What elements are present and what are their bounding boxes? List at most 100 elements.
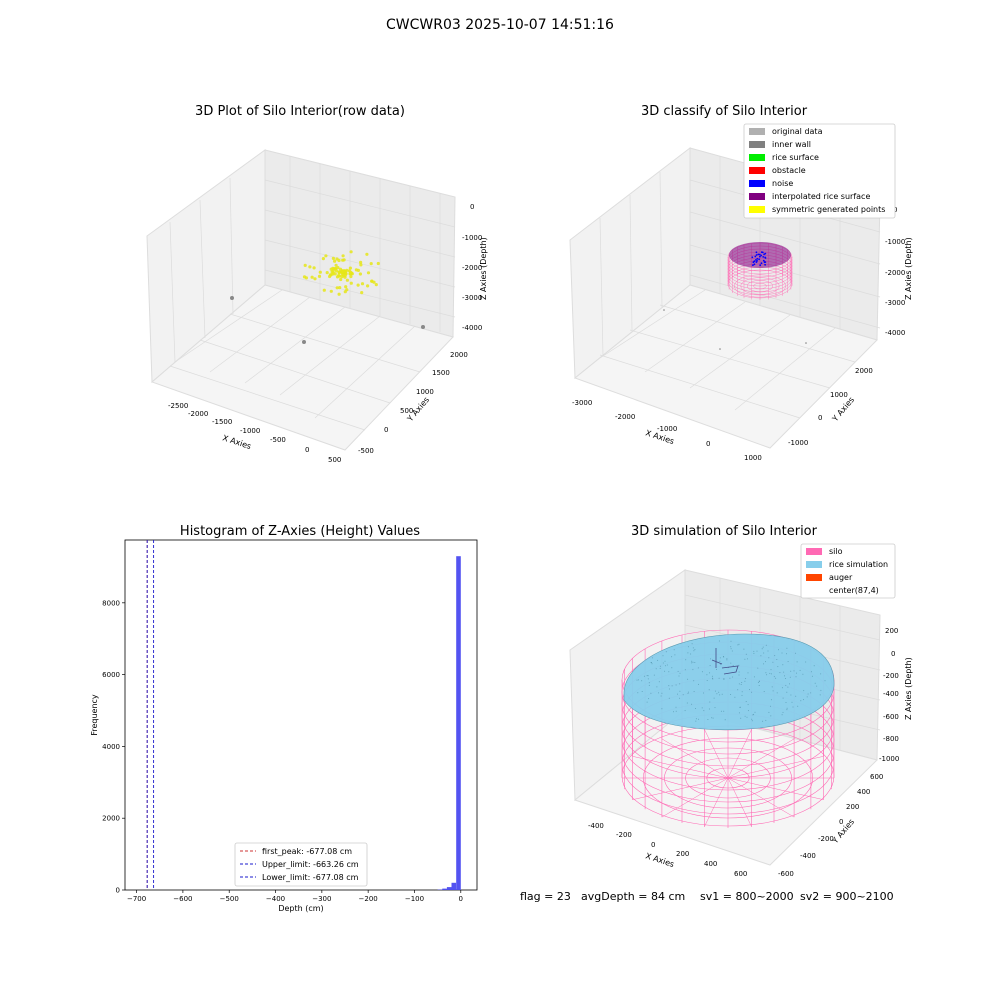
plot4-rice-point [774,655,776,657]
plot1-ytick: 1500 [432,369,450,377]
plot2-x-ticks: -3000 -2000 -1000 0 1000 [572,399,762,462]
plot4-rice-point [711,675,713,677]
plot4-rice-point [803,690,805,692]
plot4-rice-point [708,689,710,691]
plot3-axes: −700 −600 −500 −400 −300 −200 −100 0 0 2000 4000 6… [90,539,478,913]
plot2-noise-point [764,257,767,259]
plot4-rice-point [684,710,686,712]
plot4-silo-floor-spoke [727,738,795,779]
plot4-rice-point [693,691,695,692]
plot4-rice-point [661,708,663,710]
plot4-rice-point [710,658,712,660]
plot3-ylabel: Frequency [90,694,99,736]
plot4-legend-swatch [806,574,822,581]
plot4-rice-surface [623,633,835,730]
plot3-ytick: 6000 [102,671,120,679]
plot4-rice-point [751,718,753,720]
plot4-rice-point [744,658,746,660]
plot4-rice-point [731,650,733,652]
plot4-rice-point [763,652,765,654]
plot4-rice-point [691,703,693,705]
plot4-rice-point [723,679,725,680]
plot4-rice-point [796,672,797,674]
plot4-rice-point [785,678,786,679]
plot4-rice-point [816,685,818,687]
plot4-rice-point [744,680,746,682]
plot2-noise-point [760,254,763,257]
plot4-rice-point [760,655,762,657]
plot4-xtick: 400 [704,860,717,868]
plot4-rice-point [770,673,772,675]
plot4-silo-floor-spoke [632,756,729,779]
plot4-rice-point [743,648,745,650]
plot4-rice-point [712,678,714,680]
plot4-x-ticks: -400 -200 0 200 400 600 [588,822,747,878]
plot1-floor-pane [151,284,454,451]
plot1-outlier-point [302,340,306,344]
plot1-z-ticks: 0 -1000 -2000 -3000 -4000 [462,203,482,332]
plot4-rice-point [647,678,649,680]
plot2-ytick: 0 [818,414,822,422]
plot4-rice-point [677,670,679,672]
plot2-ztick: -1000 [885,238,905,246]
plot3-legend-label: Upper_limit: -663.26 cm [262,860,359,869]
plot4-rice-point [772,690,774,692]
plot4-rice-point [647,675,649,677]
plot4-rice-point [800,700,802,702]
plot4-rice-point [778,649,779,651]
plot1-point [337,258,341,263]
plot1-ztick: -3000 [462,294,482,302]
plot4-rice-point [786,691,788,693]
plot4-rice-point [675,684,677,686]
plot2-xtick: 1000 [744,454,762,462]
plot4-rice-point [671,656,673,658]
plot4-rice-point [657,659,659,661]
plot1-xlabel: X Axies [221,433,252,451]
plot2-legend-label: obstacle [772,166,806,175]
plot4-rice-point [724,719,726,721]
plot2-legend-swatch [749,193,765,200]
plot4-rice-point [730,662,732,664]
plot4-rice-point [782,697,784,699]
plot4-rice-point [766,674,768,676]
plot4-rice-point [673,711,674,713]
plot4-rice-point [775,677,777,679]
plot3-legend: first_peak: -677.08 cm Upper_limit: -663.… [234,842,368,887]
plot1-point [329,289,333,293]
plot1-point [308,265,312,269]
plot4-rice-point [716,693,718,695]
plot4-rice-point [718,640,720,642]
plot4-rice-point [770,705,771,707]
plot4-ztick: -200 [883,672,899,680]
plot4-rice-point [746,716,748,718]
plot4-rice-point [721,693,723,695]
plot4-rice-point [779,672,781,674]
plot4-rice-point [666,664,668,666]
plot4-rice-point [679,672,681,674]
plot4-rice-point [709,672,711,674]
plot2-noise-point [754,255,757,258]
plot4-rice-point [763,663,765,665]
plot4-rice-point [698,683,699,685]
plot4-rice-point [819,694,821,696]
plot4-rice-point [687,646,689,648]
plot4-axes: -400 -200 0 200 400 600 X Axies -600 -40… [569,543,913,878]
plot4-rice-point [697,667,699,669]
plot4-rice-point [648,682,650,684]
plot1-y-ticks: -500 0 500 1000 1500 2000 [358,351,468,455]
plot4-rice-point [802,673,804,675]
plot4-rice-point [737,644,739,646]
plot4-title: 3D simulation of Silo Interior [631,524,817,539]
plot4-rice-point [738,683,740,685]
plot4-rice-point [713,697,715,699]
plot4-rice-point [712,717,714,719]
plot2-noise-point [759,264,762,267]
plot4-rice-point [787,661,789,662]
plot1-point [334,267,338,271]
plot4-silo-floor-spoke [704,777,729,827]
plot4-ztick: 200 [885,627,898,635]
plot2-noise-point [762,259,765,262]
plot4-rice-point [737,689,739,691]
plot2-noise-point [764,252,767,255]
plot4-rice-point [781,687,783,689]
